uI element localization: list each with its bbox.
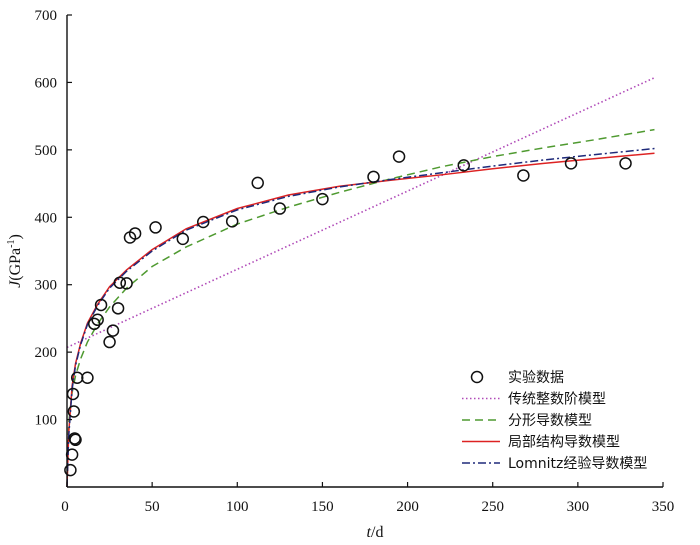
x-tick-label: 300 [567,499,590,515]
data-point [120,277,133,290]
series-line-4 [66,147,655,488]
y-tick-label: 300 [35,278,58,294]
legend-label: 局部结构导数模型 [508,435,620,451]
y-axis-ticks: 100 200 300 400 500 600 700 [35,8,72,429]
data-point [67,405,81,418]
data-point [106,324,120,337]
data-point [316,192,329,206]
y-tick-label: 700 [35,8,58,24]
y-axis-label: J(GPa-1) [6,234,24,288]
legend-label: Lomnitz经验导数模型 [508,456,647,472]
series-line-2 [66,128,655,488]
x-tick-label: 350 [652,499,675,515]
x-tick-label: 250 [481,499,504,515]
data-point [619,157,632,170]
data-point [128,227,142,240]
y-tick-label: 500 [35,143,58,159]
data-point [94,298,108,312]
data-point [103,335,116,349]
y-axis-label-var: J [7,280,24,288]
y-axis-label-unit: (GPa [7,248,24,281]
series-line-1 [66,76,655,349]
data-point [69,433,82,447]
data-point [111,302,125,315]
data-point [196,215,210,229]
y-tick-label: 600 [35,75,58,91]
x-tick-label: 50 [145,499,160,515]
data-point [273,202,287,215]
data-point [392,150,406,163]
data-point [457,159,471,172]
data-point [176,232,190,246]
x-axis-ticks: 50 100 150 200 250 300 350 0 [61,482,674,515]
data-point [367,170,380,184]
data-point [64,463,77,477]
data-point [70,371,84,385]
data-point [91,313,104,327]
y-tick-label: 200 [35,345,58,361]
data-point [564,157,578,170]
legend-label: 实验数据 [508,370,564,386]
plot-lines [66,76,655,488]
data-point [225,215,239,228]
legend-label: 传统整数阶模型 [508,392,606,408]
data-point [81,371,94,385]
x-axis-label-unit: /d [371,524,383,541]
y-tick-label: 400 [35,210,58,226]
data-point [517,169,530,182]
series-line-3 [66,152,655,488]
data-point [113,276,127,289]
x-tick-label: 150 [311,499,334,515]
x-axis-label: t/d [367,524,384,541]
x-tick-label: 0 [61,499,69,515]
x-axis-label-var: t [367,524,372,541]
data-point [251,176,264,190]
legend-label: 分形导数模型 [508,413,592,429]
data-point [87,317,101,331]
y-tick-label: 100 [35,413,58,429]
x-tick-label: 200 [396,499,419,515]
data-point [149,221,162,234]
y-axis-label-close: ) [7,234,24,239]
legend-symbol [470,370,484,384]
y-axis-label-sup: -1 [6,239,17,247]
x-tick-label: 100 [226,499,249,515]
